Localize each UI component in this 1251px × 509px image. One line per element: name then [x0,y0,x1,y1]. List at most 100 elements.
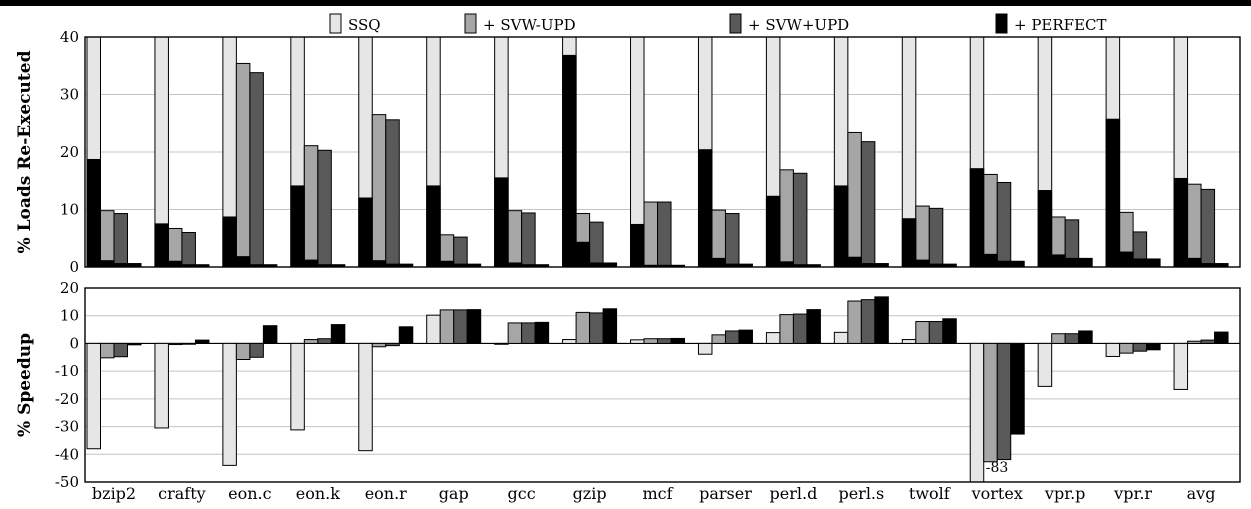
bar-svw-upd-twolf [915,205,930,268]
bar-segment-svw-upd-eon-k [303,259,319,268]
bar-perfect-mcf [670,337,686,344]
bar-svw-upd-mcf [657,338,672,344]
bar-segment-ssq-perl-d [765,195,781,268]
bar-ssq-perl-d [765,332,781,344]
bar-segment-ssq-vpr-r [1105,118,1121,268]
bar-segment-svw-upd-vpr-p [1051,254,1066,268]
bar-svw-upd-eon-r [385,342,400,347]
bar-segment-svw-upd-eon-c [235,256,251,268]
bar-svw-upd-parser [724,330,740,344]
bar-perfect-vpr-r [1146,258,1161,268]
bar-svw-upd-parser [711,334,726,344]
bar-perfect-eon-r [398,326,414,344]
bar-perfect-gzip [602,308,618,344]
bar-svw-upd-vpr-p [1064,333,1080,344]
x-tick-label: gcc [508,484,536,503]
bar-svw-upd-perl-d [792,172,808,268]
x-tick-label: gap [439,484,469,503]
plot-frame [84,36,1241,268]
x-tick-label: vpr.r [1113,484,1152,503]
bar-svw-upd-twolf [928,207,944,268]
bar-ssq-gcc [494,342,509,345]
bar-svw-upd-parser [724,213,740,268]
legend-swatch [729,13,742,34]
y-tick-label: 20 [60,143,79,161]
bar-svw-upd-crafty [181,342,196,345]
x-tick-label: gzip [573,484,607,503]
x-tick-label: vortex [971,484,1023,503]
y-tick-label: 0 [69,334,79,352]
bar-segment-svw-upd-gzip [575,241,591,268]
speedup-panel: -50 -40 -30 -20 -10 0 10 20 -83 % Speedup [15,279,1241,491]
bar-segment-ssq-gzip [562,54,577,268]
legend-label: SSQ [348,16,381,34]
y-tick-label: -20 [55,390,79,408]
bar-svw-upd-bzip2 [113,213,128,268]
bar-perfect-vortex [1010,260,1025,268]
x-tick-label: crafty [158,484,206,503]
y-tick-label: 10 [60,307,79,325]
bar-segment-svw-upd-gap [439,260,455,268]
legend: SSQ + SVW-UPD + SVW+UPD + PERFECT [329,13,1107,34]
bar-svw-upd-gcc [521,212,536,268]
bar-segment-ssq-twolf [901,218,917,268]
x-tick-label: avg [1187,484,1216,503]
bar-svw-upd-gcc [507,210,523,268]
y-tick-label: -10 [55,362,79,380]
bar-perfect-vpr-p [1078,330,1093,344]
bar-segment-ssq-eon-c [222,216,237,268]
bar-ssq-avg [1173,342,1189,390]
bar-svw-upd-vpr-p [1051,333,1066,344]
bar-svw-upd-crafty [167,342,183,346]
y-tick-label: -30 [55,418,79,436]
bar-segment-ssq-vortex [969,168,985,268]
bar-ssq-vortex [969,342,985,483]
bar-svw-upd-perl-d [779,314,794,344]
value-annotation: -83 [986,460,1009,476]
top-rule [0,0,1251,6]
bar-svw-upd-gap [453,309,468,344]
bar-svw-upd-gcc [521,322,536,344]
bar-svw-upd-perl-s [847,300,862,344]
bar-ssq-eon-r [358,342,373,452]
legend-swatch [995,13,1008,34]
bar-svw-upd-vortex [983,173,998,268]
loads-reexecuted-panel: 0 10 20 30 40 % Loads Re-Executed [15,28,1241,276]
bar-svw-upd-perl-d [779,169,794,268]
bar-svw-upd-eon-c [235,62,251,268]
bar-svw-upd-gcc [507,322,523,344]
bar-perfect-vortex [1010,342,1025,435]
bar-ssq-vpr-p [1037,342,1053,387]
x-tick-label: mcf [642,484,673,503]
bar-ssq-twolf [901,339,917,344]
bar-svw-upd-twolf [928,321,944,344]
bar-svw-upd-perl-s [847,131,862,268]
bar-svw-upd-gzip [575,311,591,344]
y-tick-label: 10 [60,201,79,219]
bar-ssq-mcf [630,339,645,344]
bar-segment-svw-upd-vpr-p [1064,257,1080,268]
bar-ssq-gap [426,314,441,344]
bar-perfect-eon-k [330,324,346,344]
bar-svw-upd-bzip2 [113,342,128,358]
y-tick-label: -40 [55,445,79,463]
bar-perfect-perl-d [806,309,821,344]
bar-segment-ssq-bzip2 [86,158,101,268]
bar-svw-upd-crafty [181,232,196,268]
bar-perfect-perl-s [874,296,889,344]
bar-segment-ssq-vpr-p [1037,190,1053,268]
bar-svw-upd-eon-k [303,339,319,344]
y-axis-label: % Loads Re-Executed [15,50,35,253]
legend-label: + SVW-UPD [483,16,576,34]
x-tick-label: eon.r [365,484,407,503]
bar-svw-upd-eon-c [249,342,264,358]
y-axis-label: % Speedup [15,333,35,437]
bar-perfect-avg [1214,331,1229,344]
bar-svw-upd-mcf [643,338,659,344]
bar-perfect-twolf [942,318,957,344]
bar-svw-upd-perl-s [860,141,876,268]
bar-svw-upd-gap [453,236,468,268]
bar-segment-svw-upd-crafty [167,260,183,268]
bar-segment-ssq-eon-r [358,197,373,268]
bar-segment-ssq-eon-k [290,185,305,268]
